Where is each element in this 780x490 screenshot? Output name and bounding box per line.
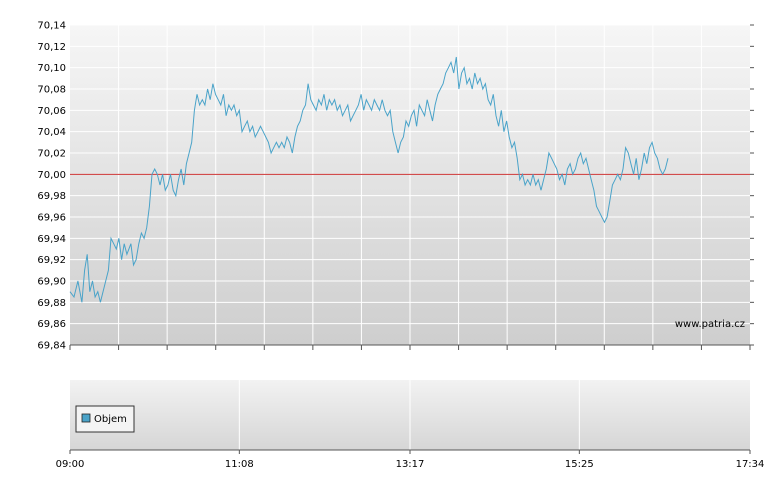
x-tick-label: 15:25: [565, 459, 594, 470]
price-series-line: [69, 56, 669, 303]
y-tick-label: 70,04: [37, 127, 66, 138]
y-tick-label: 70,14: [37, 21, 66, 32]
y-tick-label: 70,08: [37, 85, 66, 96]
x-tick-label: 13:17: [396, 459, 425, 470]
legend-label: Objem: [94, 414, 127, 425]
x-tick-label: 11:08: [225, 459, 254, 470]
y-tick-label: 70,02: [37, 149, 66, 160]
volume-vertical-gridlines: [238, 380, 580, 450]
y-tick-label: 70,06: [37, 106, 66, 117]
legend-swatch: [81, 413, 91, 423]
x-axis-ticks: 09:00 11:08 13:17 15:25 17:34: [56, 450, 765, 470]
legend: Objem: [75, 405, 135, 433]
y-tick-label: 69,94: [37, 234, 66, 245]
y-tick-label: 69,86: [37, 319, 66, 330]
vertical-gridlines: [118, 25, 702, 345]
x-tick-label: 09:00: [56, 459, 85, 470]
x-tick-label: 17:34: [736, 459, 765, 470]
y-axis-ticks: 70,14 70,12 70,10 70,08 70,06 70,04 70,02 70,00…: [37, 21, 754, 352]
y-tick-label: 69,96: [37, 213, 66, 224]
watermark: www.patria.cz: [675, 319, 745, 330]
y-tick-label: 70,10: [37, 63, 66, 74]
x-axis-tick-marks: [69, 345, 751, 350]
y-tick-label: 69,98: [37, 191, 66, 202]
y-tick-label: 69,92: [37, 255, 66, 266]
y-tick-label: 69,84: [37, 341, 66, 352]
y-tick-label: 70,12: [37, 42, 66, 53]
y-tick-label: 69,88: [37, 298, 66, 309]
y-tick-label: 69,90: [37, 277, 66, 288]
y-tick-label: 70,00: [37, 170, 66, 181]
